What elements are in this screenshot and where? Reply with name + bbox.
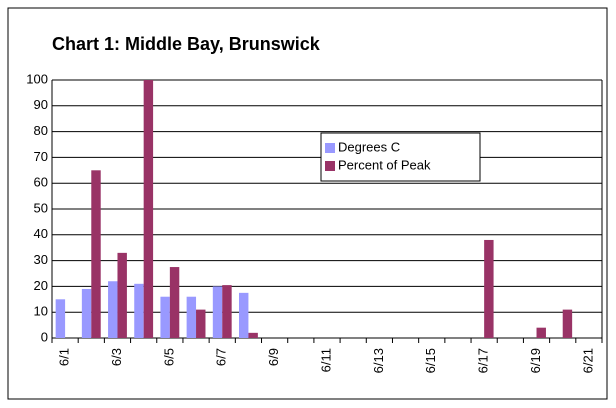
- x-tick-label: 6/11: [318, 348, 333, 372]
- bar: [212, 286, 223, 338]
- y-tick-label: 90: [34, 97, 48, 112]
- x-tick-label: 6/7: [214, 348, 229, 366]
- bar: [536, 327, 546, 338]
- bar: [248, 332, 258, 338]
- bar: [117, 252, 127, 338]
- bar: [169, 267, 180, 338]
- y-tick-label: 0: [41, 329, 48, 344]
- bar: [91, 170, 101, 338]
- chart-frame: [7, 7, 608, 400]
- y-tick-label: 100: [26, 71, 48, 86]
- bar: [196, 309, 206, 338]
- x-tick-label: 6/1: [57, 348, 72, 366]
- x-tick-label: 6/21: [580, 348, 595, 373]
- bar: [143, 80, 154, 338]
- legend-label: Degrees C: [338, 139, 400, 154]
- bar: [81, 288, 92, 338]
- bar: [134, 283, 144, 338]
- y-tick-label: 50: [34, 200, 48, 215]
- legend-swatch: [325, 161, 335, 171]
- x-tick-label: 6/17: [476, 348, 491, 373]
- y-tick-label: 20: [34, 278, 48, 293]
- bar: [108, 281, 118, 338]
- y-tick-label: 40: [34, 226, 48, 241]
- x-tick-label: 6/13: [371, 348, 386, 373]
- y-tick-label: 70: [34, 149, 48, 164]
- x-tick-label: 6/19: [528, 348, 543, 373]
- y-tick-label: 80: [34, 123, 48, 138]
- y-tick-label: 10: [34, 304, 48, 319]
- chart-title: Chart 1: Middle Bay, Brunswick: [52, 34, 321, 54]
- bar: [55, 299, 66, 338]
- bar: [484, 239, 494, 338]
- legend-label: Percent of Peak: [338, 157, 431, 172]
- x-tick-label: 6/15: [423, 348, 438, 373]
- legend-box: [320, 132, 481, 182]
- bar: [562, 309, 573, 338]
- bar: [222, 285, 232, 338]
- y-tick-label: 60: [34, 175, 48, 190]
- legend-swatch: [325, 143, 335, 153]
- bar: [160, 296, 170, 338]
- bar: [239, 292, 249, 338]
- x-tick-label: 6/3: [109, 348, 124, 366]
- y-tick-label: 30: [34, 252, 48, 267]
- bar: [186, 296, 197, 338]
- x-tick-label: 6/9: [266, 348, 281, 366]
- x-tick-label: 6/5: [161, 348, 176, 366]
